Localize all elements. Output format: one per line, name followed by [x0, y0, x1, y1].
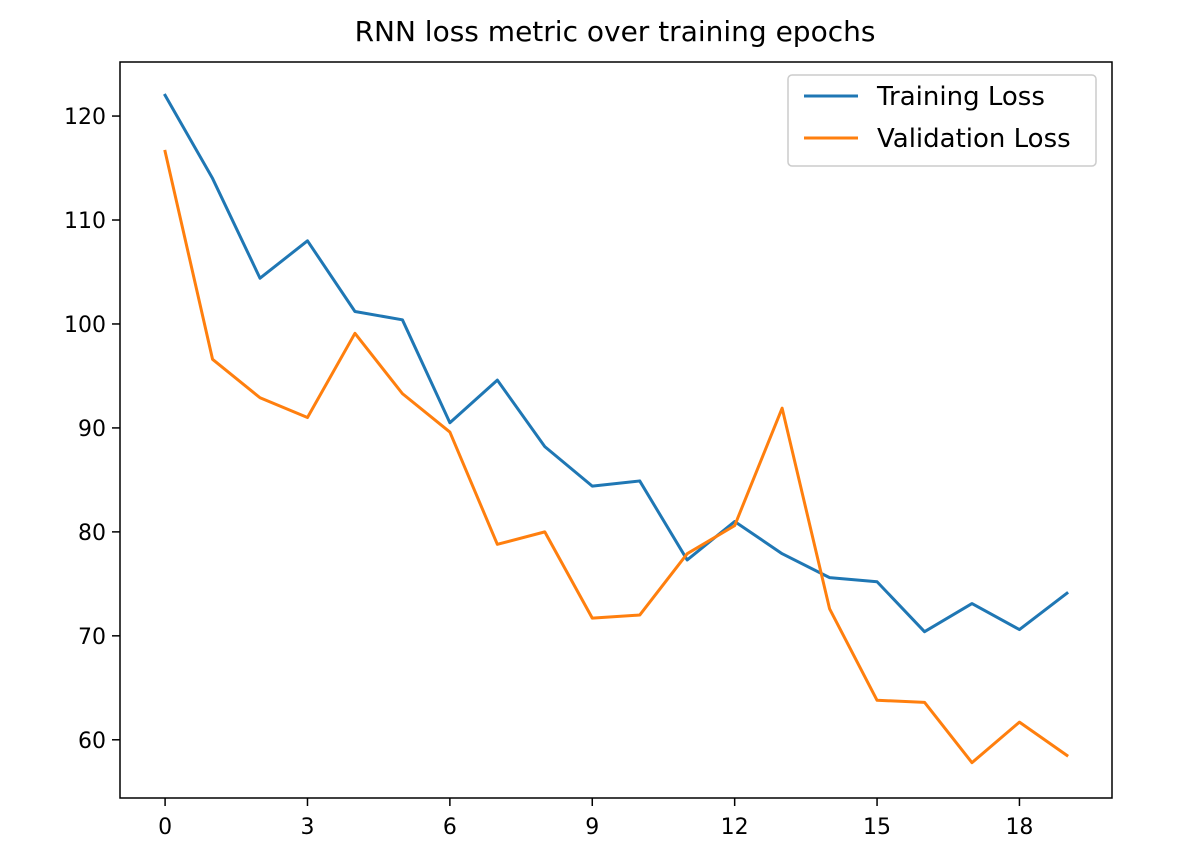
legend-label-validation-loss: Validation Loss: [877, 124, 1071, 154]
legend-label-training-loss: Training Loss: [876, 82, 1045, 112]
y-tick-label: 60: [78, 729, 106, 754]
legend-box: [787, 74, 1097, 167]
y-tick-label: 90: [78, 417, 106, 442]
chart-title: RNN loss metric over training epochs: [355, 15, 876, 48]
x-axis: 0 3 6 9 12 15 18: [158, 798, 1033, 840]
series-lines: [163, 93, 1070, 765]
x-tick-label: 15: [863, 815, 891, 840]
series-line-validation-loss: [163, 149, 1069, 765]
y-tick-label: 100: [64, 313, 106, 338]
y-tick-label: 110: [64, 209, 106, 234]
y-tick-label: 120: [64, 105, 106, 130]
series-line-training-loss: [163, 93, 1070, 634]
y-axis: 60 70 80 90 100 110 120: [64, 105, 120, 754]
x-tick-label: 3: [300, 815, 314, 840]
plot-area-frame: [119, 61, 1113, 799]
x-tick-label: 6: [443, 815, 457, 840]
x-tick-label: 18: [1005, 815, 1033, 840]
y-tick-label: 80: [78, 521, 106, 546]
y-tick-label: 70: [78, 625, 106, 650]
x-tick-label: 9: [585, 815, 599, 840]
x-tick-label: 12: [721, 815, 749, 840]
legend: Training Loss Validation Loss: [787, 74, 1097, 167]
x-tick-label: 0: [158, 815, 172, 840]
